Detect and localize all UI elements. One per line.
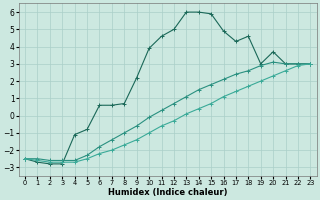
X-axis label: Humidex (Indice chaleur): Humidex (Indice chaleur) — [108, 188, 228, 197]
